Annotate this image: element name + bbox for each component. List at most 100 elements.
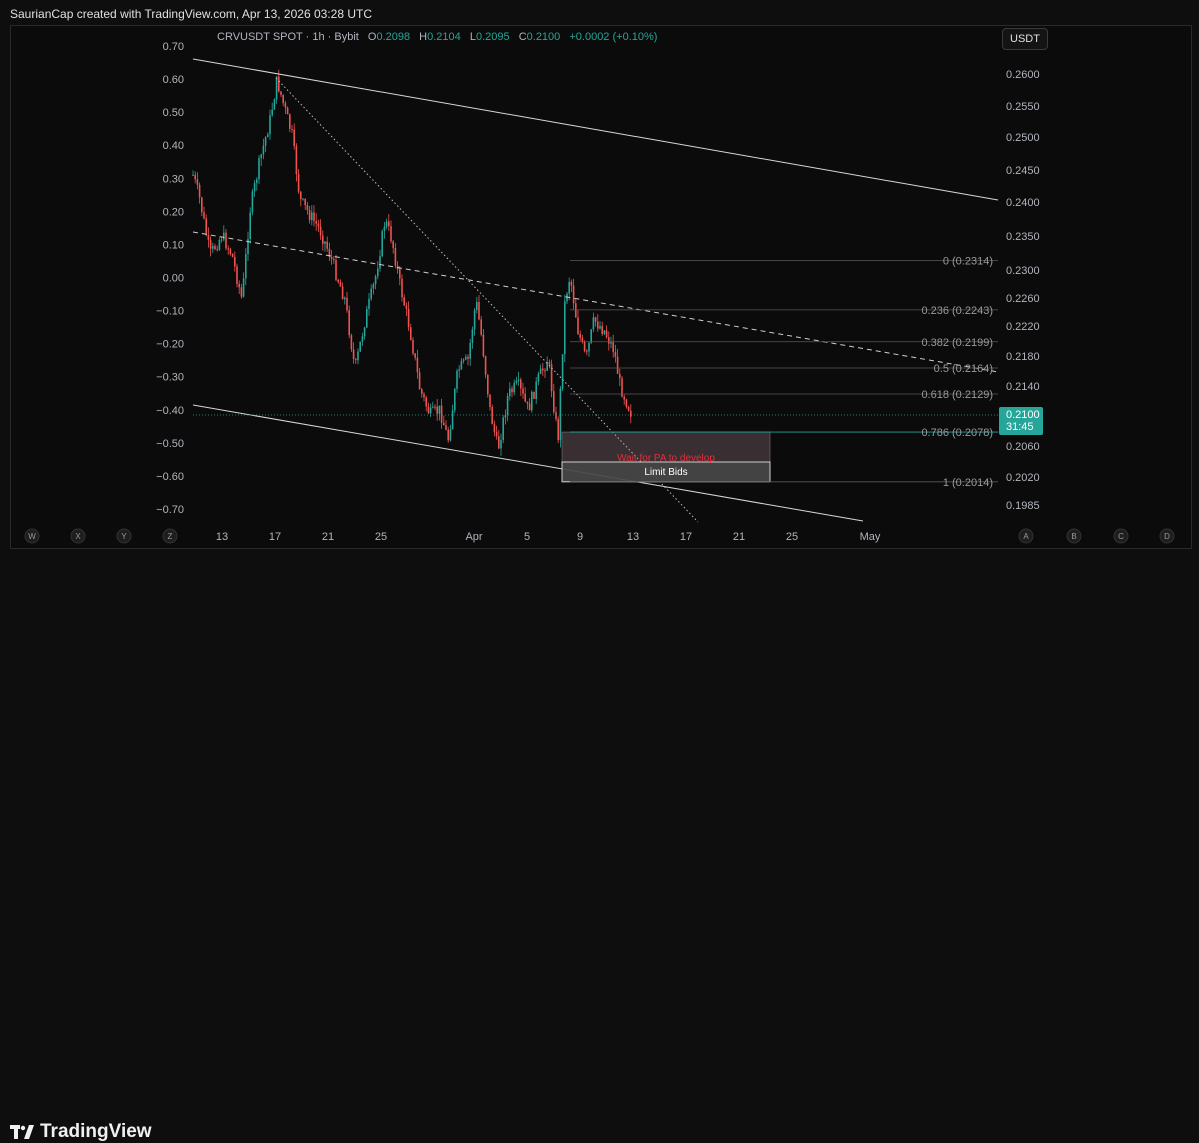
candle-body — [234, 257, 236, 267]
left-axis-tick: 0.40 — [163, 140, 184, 152]
upper-channel-line — [192, 58, 999, 201]
candle-body — [447, 429, 449, 441]
candle-body — [619, 373, 621, 379]
candle-body — [515, 380, 518, 384]
candle-body — [630, 410, 632, 417]
left-axis-tick: −0.20 — [156, 339, 184, 351]
candle-body — [407, 308, 410, 328]
candle-body — [531, 391, 533, 411]
candle-body — [251, 191, 254, 213]
candle-body — [608, 337, 610, 344]
candle-body — [471, 329, 474, 343]
candle-body — [511, 388, 513, 393]
candle-body — [293, 129, 295, 146]
candle-body — [401, 278, 403, 298]
candle-body — [537, 373, 540, 382]
symbol-name: CRVUSDT SPOT · 1h · Bybit — [217, 31, 359, 43]
candle-body — [616, 356, 619, 374]
close-value: 0.2100 — [526, 31, 561, 43]
footer: TradingView — [0, 555, 1199, 1142]
left-axis-tick: −0.30 — [156, 372, 184, 384]
candle-body — [469, 342, 471, 359]
tradingview-logo-icon — [10, 1125, 34, 1139]
price-chart[interactable]: Wait for PA to develop Limit Bids 0 (0.23… — [0, 0, 1199, 555]
candle-body — [489, 394, 491, 407]
candle-body — [460, 360, 463, 370]
open-value: 0.2098 — [376, 31, 411, 43]
x-axis-tick: 17 — [269, 531, 281, 543]
tradingview-logo[interactable]: TradingView — [10, 1121, 152, 1143]
scroll-button-label: A — [1023, 532, 1029, 541]
candle-body — [196, 179, 199, 185]
scroll-button-label: X — [75, 532, 81, 541]
attribution-text: SaurianCap created with TradingView.com,… — [10, 7, 372, 21]
candle-body — [304, 198, 306, 206]
candle-body — [357, 351, 359, 361]
right-axis-tick: 0.2180 — [1006, 351, 1040, 363]
candle-body — [509, 388, 511, 396]
fib-level-label: 0.618 (0.2129) — [921, 389, 993, 401]
countdown-value: 31:45 — [1006, 421, 1034, 433]
candle-body — [315, 220, 317, 224]
candle-body — [623, 396, 625, 400]
currency-button[interactable]: USDT — [1002, 28, 1048, 50]
right-axis-tick: 0.2400 — [1006, 197, 1040, 209]
candle-body — [502, 417, 504, 441]
candle-body — [520, 379, 522, 389]
candle-body — [311, 212, 313, 221]
right-axis-tick: 0.2350 — [1006, 231, 1040, 243]
candle-body — [438, 405, 441, 414]
candle-body — [467, 356, 469, 359]
dashed-trend-line — [192, 231, 999, 373]
candle-body — [207, 234, 210, 240]
candle-body — [359, 341, 361, 352]
candle-body — [487, 374, 489, 395]
candle-body — [194, 174, 196, 180]
x-axis-tick: 9 — [577, 531, 583, 543]
zone-annotation-text: Wait for PA to develop — [617, 453, 715, 464]
scroll-button-bg — [1113, 528, 1129, 544]
fib-level-label: 0.382 (0.2199) — [921, 337, 993, 349]
left-axis-tick: 0.10 — [163, 239, 184, 251]
logo-text: TradingView — [40, 1121, 152, 1142]
candle-body — [388, 221, 390, 227]
candle-body — [577, 317, 579, 335]
left-axis-tick: 0.30 — [163, 173, 184, 185]
candle-body — [368, 298, 370, 309]
candle-body — [317, 223, 320, 227]
candle-body — [449, 429, 452, 441]
candle-body — [350, 335, 353, 350]
x-axis-tick: 17 — [680, 531, 692, 543]
candle-body — [539, 368, 542, 374]
candle-body — [405, 305, 408, 309]
change-value: +0.0002 (+0.10%) — [569, 31, 658, 43]
candle-body — [586, 351, 588, 353]
candle-body — [341, 286, 344, 300]
candle-body — [564, 301, 566, 355]
candle-body — [443, 422, 445, 426]
candle-body — [372, 284, 375, 289]
candle-body — [205, 218, 207, 235]
candle-body — [280, 91, 282, 95]
drawings-group: Wait for PA to develop Limit Bids — [192, 58, 999, 523]
candle-body — [473, 310, 476, 330]
current-price-tag — [999, 407, 1043, 435]
candle-body — [284, 103, 287, 108]
candle-body — [352, 349, 355, 360]
candle-body — [526, 401, 529, 404]
scroll-button-label: W — [28, 532, 36, 541]
candle-body — [271, 109, 273, 116]
left-axis-tick: −0.50 — [156, 438, 184, 450]
candle-body — [480, 319, 482, 335]
candle-body — [478, 301, 480, 320]
candle-body — [346, 297, 348, 311]
x-axis-tick: 25 — [786, 531, 798, 543]
candle-body — [399, 269, 401, 279]
candle-body — [377, 268, 379, 277]
candle-body — [524, 393, 526, 402]
candle-body — [231, 253, 234, 258]
symbol-info: CRVUSDT SPOT · 1h · Bybit O0.2098 H0.210… — [217, 31, 657, 43]
candle-body — [590, 329, 592, 343]
candle-body — [225, 232, 227, 249]
candle-body — [201, 197, 203, 213]
